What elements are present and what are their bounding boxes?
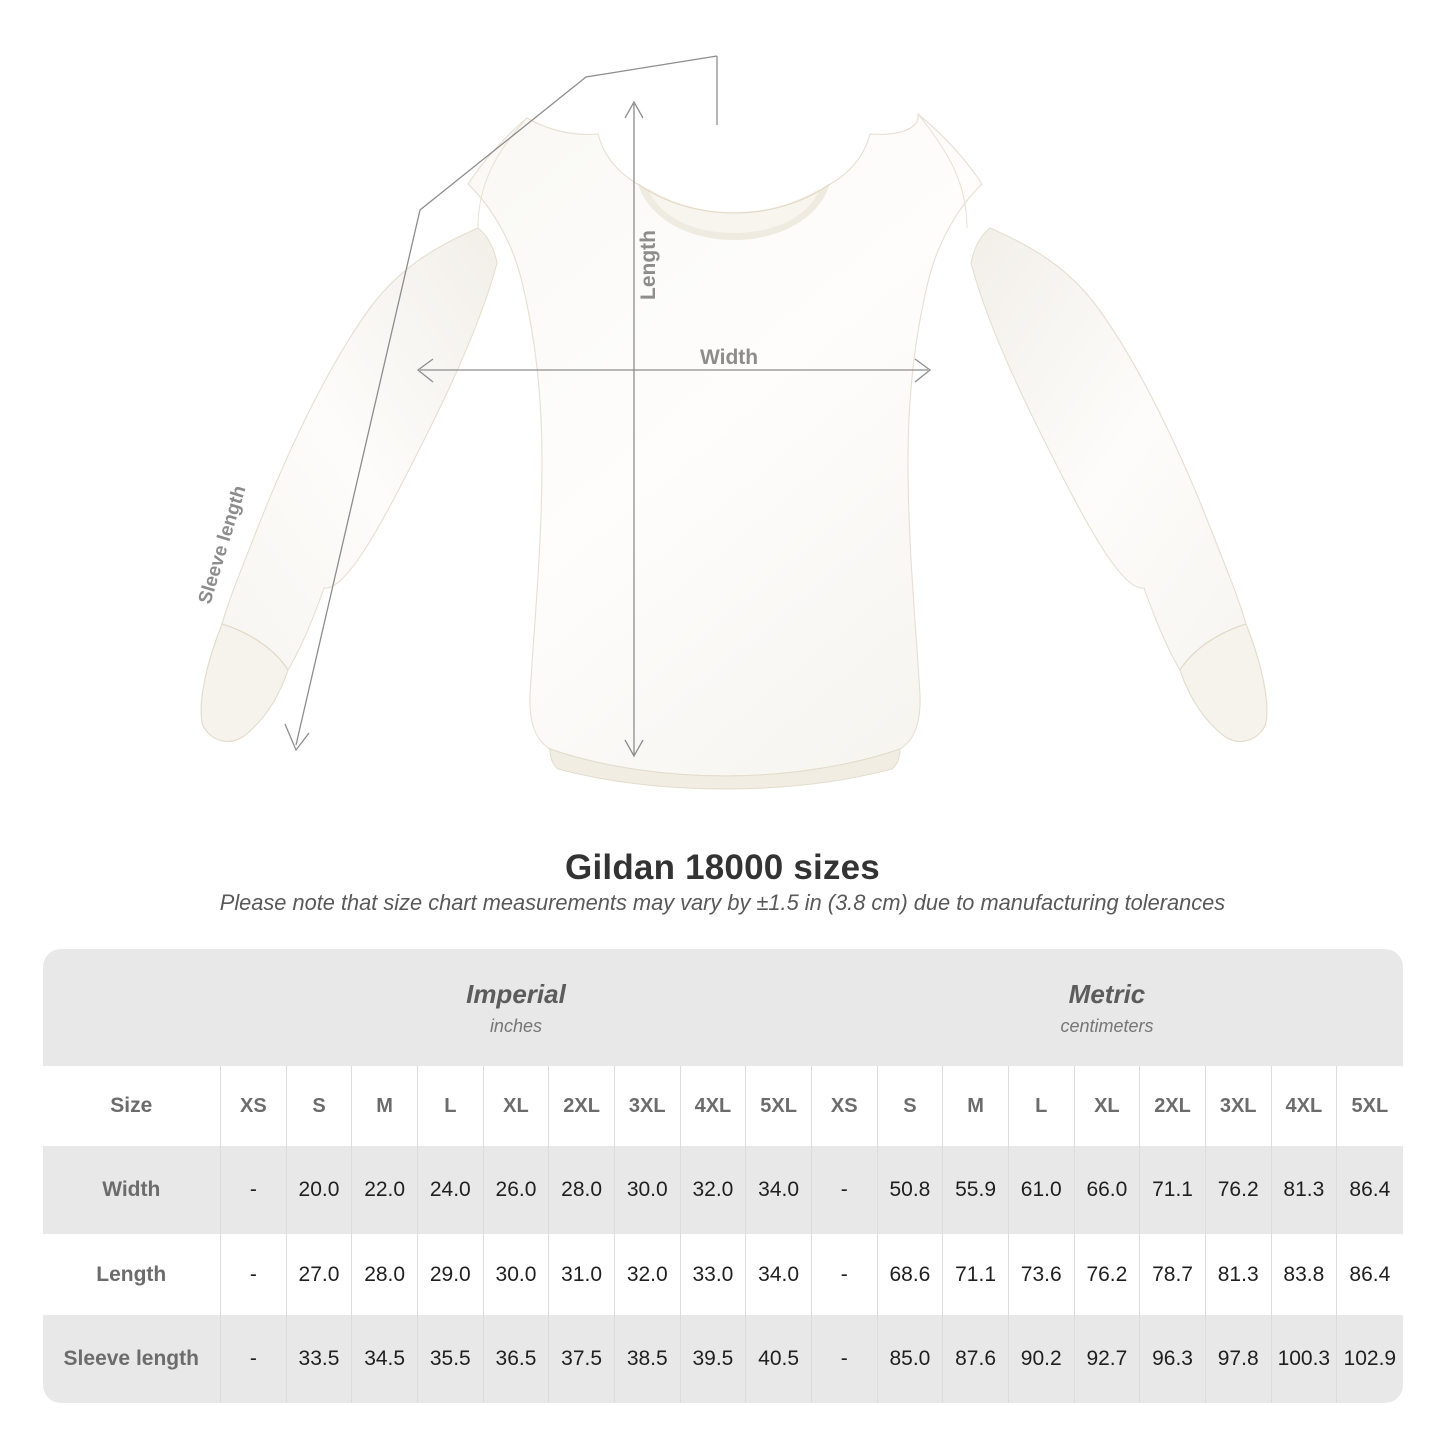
- svg-text:Width: Width: [700, 346, 758, 369]
- svg-text:Length: Length: [637, 230, 660, 300]
